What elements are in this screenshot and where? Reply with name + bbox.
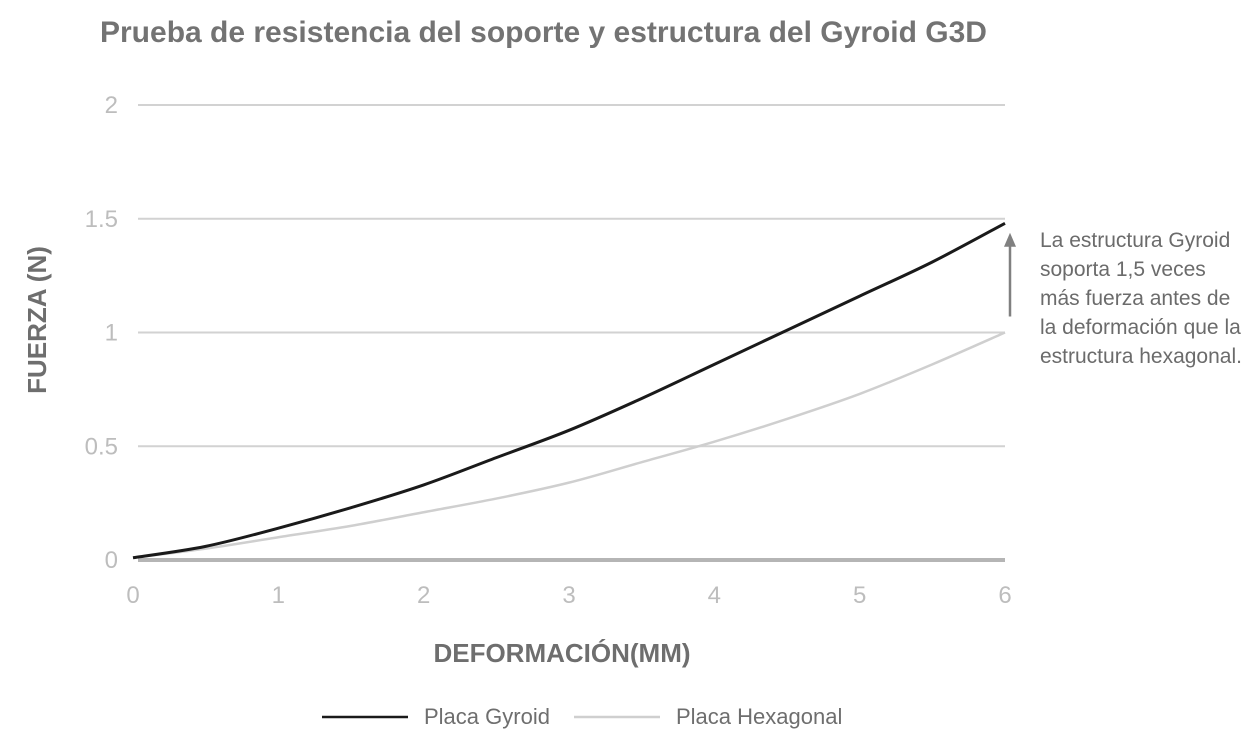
series-line <box>132 331 1006 559</box>
y-tick-label: 1 <box>105 320 118 347</box>
legend-label: Placa Gyroid <box>424 704 550 729</box>
y-tick-label: 2 <box>105 92 118 119</box>
x-tick-label: 5 <box>853 582 866 609</box>
x-tick-labels: 0 1 2 3 4 5 6 <box>126 582 1011 609</box>
arrow-head <box>1004 232 1016 247</box>
legend: Placa Gyroid Placa Hexagonal <box>322 704 842 729</box>
annotation-text: La estructura Gyroid soporta 1,5 veces m… <box>1040 229 1242 368</box>
x-tick-label: 4 <box>708 582 721 609</box>
y-tick-label: 0.5 <box>85 433 118 460</box>
series-line <box>132 221 1006 560</box>
legend-label: Placa Hexagonal <box>676 704 842 729</box>
gridlines <box>138 104 1005 562</box>
x-tick-label: 6 <box>998 582 1011 609</box>
annotation-arrow <box>1004 232 1016 317</box>
y-tick-label: 1.5 <box>85 206 118 233</box>
y-tick-labels: 0 0.5 1 1.5 2 <box>85 92 118 574</box>
y-tick-label: 0 <box>105 547 118 574</box>
x-axis-label: DEFORMACIÓN(MM) <box>433 638 690 668</box>
series-lines <box>132 221 1006 560</box>
y-axis-label: FUERZA (N) <box>22 246 52 394</box>
x-tick-label: 2 <box>417 582 430 609</box>
x-tick-label: 0 <box>126 582 139 609</box>
chart-title: Prueba de resistencia del soporte y estr… <box>100 16 987 49</box>
x-tick-label: 3 <box>562 582 575 609</box>
x-tick-label: 1 <box>272 582 285 609</box>
